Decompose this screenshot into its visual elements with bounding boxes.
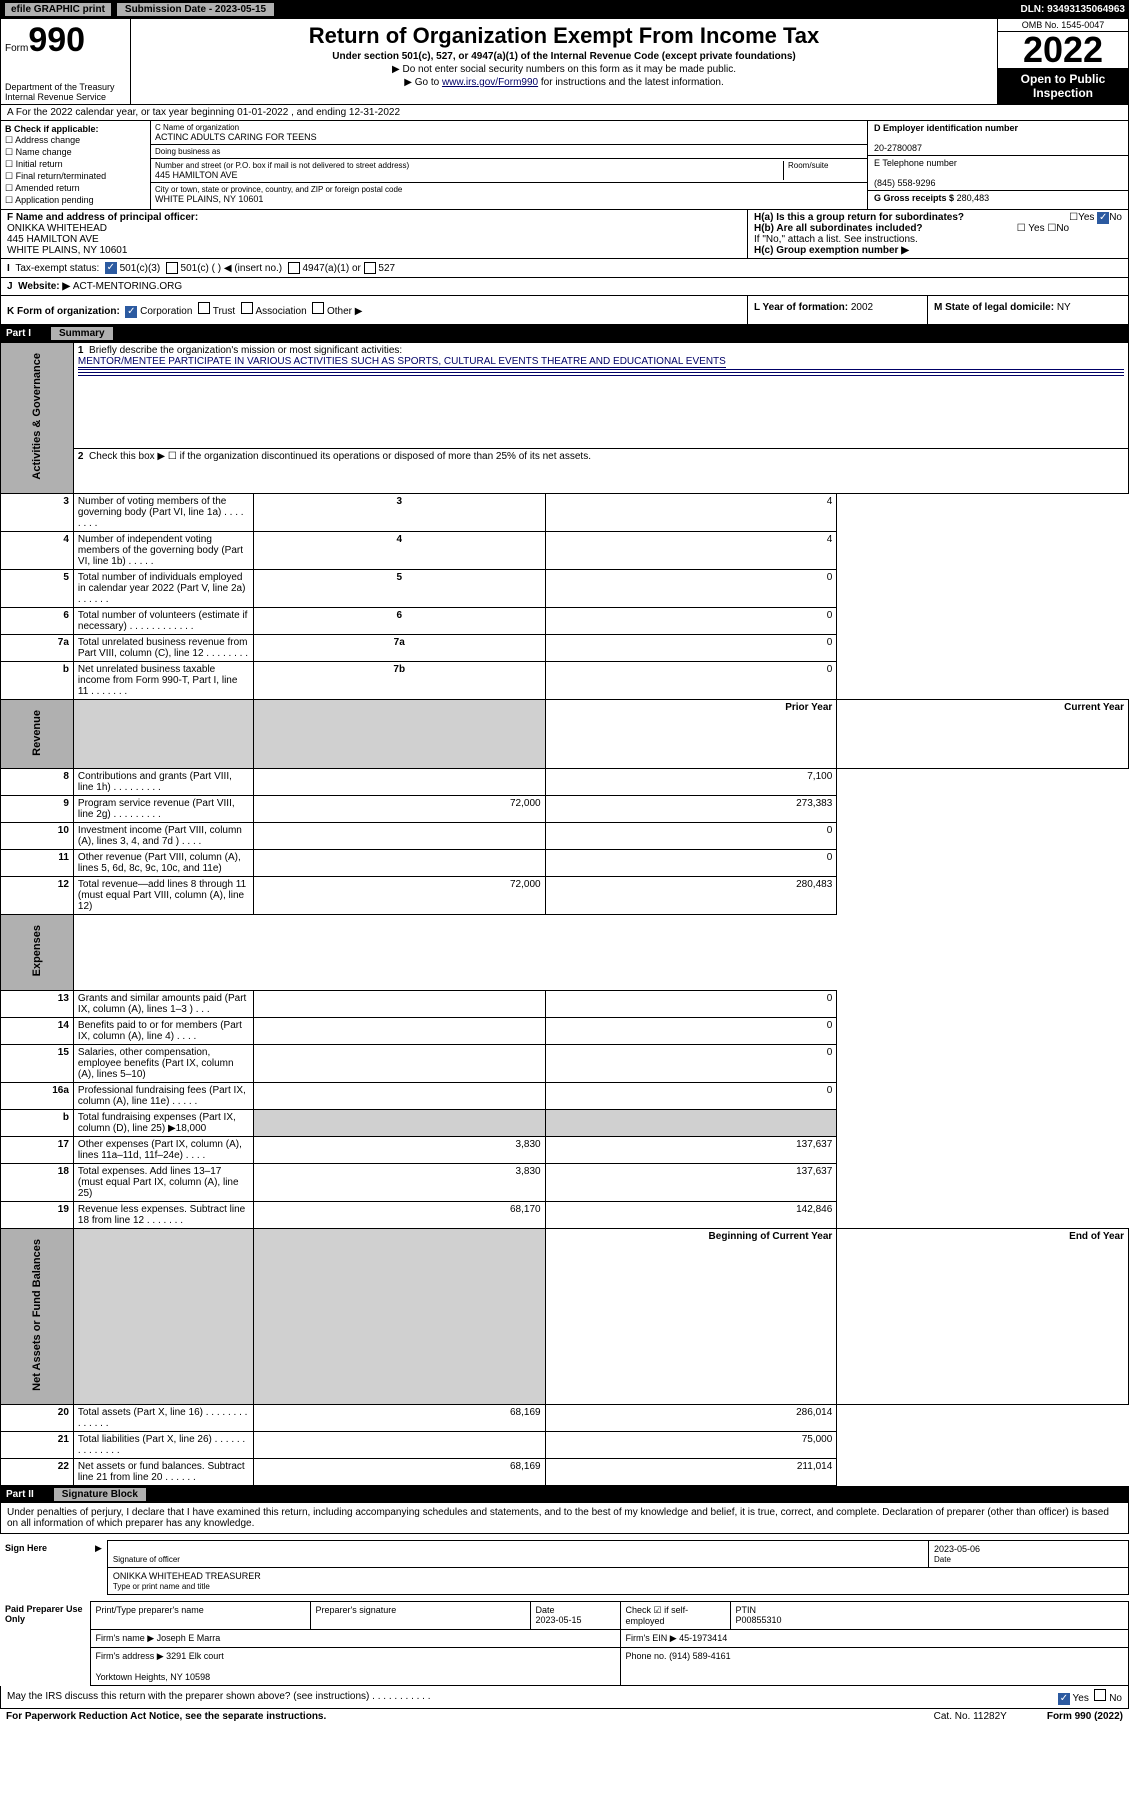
form-header: Form 990 Department of the Treasury Inte…: [0, 19, 1129, 105]
phone: (845) 558-9296: [874, 178, 936, 188]
check-final[interactable]: ☐ Final return/terminated: [5, 171, 146, 182]
subtitle-3: ▶ Go to www.irs.gov/Form990 for instruct…: [135, 77, 993, 88]
domicile: NY: [1057, 302, 1071, 313]
gross-receipts: 280,483: [957, 193, 990, 203]
org-name: ACTINC ADULTS CARING FOR TEENS: [155, 132, 863, 142]
summary-table: Activities & Governance 1 Briefly descri…: [0, 342, 1129, 1486]
sign-here-table: Sign Here ▶ Signature of officer 2023-05…: [0, 1540, 1129, 1595]
subtitle-2: ▶ Do not enter social security numbers o…: [135, 64, 993, 75]
street-address: 445 HAMILTON AVE: [155, 170, 783, 180]
col-c: C Name of organization ACTINC ADULTS CAR…: [151, 121, 868, 209]
firm-phone: (914) 589-4161: [669, 1651, 731, 1661]
efile-badge[interactable]: efile GRAPHIC print: [4, 2, 112, 17]
penalty-text: Under penalties of perjury, I declare th…: [7, 1507, 1122, 1529]
irs-link[interactable]: www.irs.gov/Form990: [442, 77, 538, 88]
check-501c3[interactable]: ✓: [105, 262, 117, 274]
row-i: I Tax-exempt status: ✓ 501(c)(3) 501(c) …: [0, 259, 1129, 278]
signature-block: Under penalties of perjury, I declare th…: [0, 1503, 1129, 1534]
form-number: 990: [28, 21, 85, 60]
block-fh: F Name and address of principal officer:…: [0, 210, 1129, 259]
check-address[interactable]: ☐ Address change: [5, 135, 146, 146]
website: ACT-MENTORING.ORG: [73, 281, 182, 292]
ein: 20-2780087: [874, 143, 922, 153]
paid-preparer-table: Paid Preparer Use Only Print/Type prepar…: [0, 1601, 1129, 1686]
page-footer: For Paperwork Reduction Act Notice, see …: [0, 1709, 1129, 1724]
vside-rev: Revenue: [31, 702, 43, 764]
officer-name: ONIKKA WHITEHEAD: [7, 223, 107, 234]
form-label: Form: [5, 43, 28, 54]
top-bar: efile GRAPHIC print Submission Date - 20…: [0, 0, 1129, 19]
vside-gov: Activities & Governance: [31, 345, 43, 488]
mission: MENTOR/MENTEE PARTICIPATE IN VARIOUS ACT…: [78, 356, 726, 368]
year-formation: 2002: [851, 302, 873, 313]
check-pending[interactable]: ☐ Application pending: [5, 195, 146, 206]
vside-exp: Expenses: [31, 917, 43, 984]
open-public: Open to Public Inspection: [998, 68, 1128, 104]
row-j: J Website: ▶ ACT-MENTORING.ORG: [0, 278, 1129, 296]
subtitle-1: Under section 501(c), 527, or 4947(a)(1)…: [135, 51, 993, 62]
dept-label: Department of the Treasury Internal Reve…: [5, 82, 126, 102]
row-a: A For the 2022 calendar year, or tax yea…: [0, 105, 1129, 121]
part2-header: Part II Signature Block: [0, 1486, 1129, 1503]
vside-na: Net Assets or Fund Balances: [31, 1231, 43, 1399]
prep-date: 2023-05-15: [536, 1615, 582, 1625]
col-d: D Employer identification number 20-2780…: [868, 121, 1128, 209]
city-state-zip: WHITE PLAINS, NY 10601: [155, 194, 863, 204]
firm-addr: 3291 Elk court: [166, 1651, 224, 1661]
col-b: B Check if applicable: ☐ Address change …: [1, 121, 151, 209]
row-k: K Form of organization: ✓ Corporation Tr…: [0, 296, 1129, 325]
tax-year: 2022: [998, 32, 1128, 68]
form-title: Return of Organization Exempt From Incom…: [135, 23, 993, 49]
firm-ein: 45-1973414: [679, 1633, 727, 1643]
officer-sig-name: ONIKKA WHITEHEAD TREASURER: [113, 1571, 261, 1581]
check-name[interactable]: ☐ Name change: [5, 147, 146, 158]
submission-date: Submission Date - 2023-05-15: [116, 2, 275, 17]
may-irs-row: May the IRS discuss this return with the…: [0, 1686, 1129, 1709]
firm-name: Joseph E Marra: [157, 1633, 221, 1643]
dln: DLN: 93493135064963: [1020, 4, 1125, 15]
entity-block: B Check if applicable: ☐ Address change …: [0, 121, 1129, 210]
sig-date: 2023-05-06: [934, 1544, 980, 1554]
check-initial[interactable]: ☐ Initial return: [5, 159, 146, 170]
check-amended[interactable]: ☐ Amended return: [5, 183, 146, 194]
part1-header: Part I Summary: [0, 325, 1129, 342]
ptin: P00855310: [736, 1615, 782, 1625]
